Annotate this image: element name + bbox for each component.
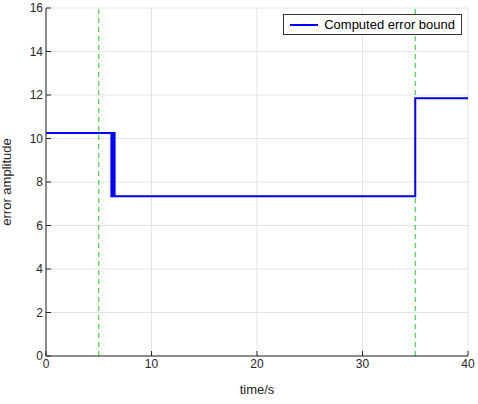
svg-text:30: 30 <box>356 357 370 371</box>
svg-text:10: 10 <box>30 132 44 146</box>
svg-text:14: 14 <box>30 45 44 59</box>
svg-text:6: 6 <box>36 219 43 233</box>
svg-text:16: 16 <box>30 1 44 15</box>
svg-text:error amplitude: error amplitude <box>8 138 14 225</box>
svg-text:0: 0 <box>43 357 50 371</box>
svg-text:2: 2 <box>36 306 43 320</box>
svg-text:0: 0 <box>36 349 43 363</box>
svg-text:time/s: time/s <box>240 382 275 397</box>
svg-text:12: 12 <box>30 88 44 102</box>
svg-text:8: 8 <box>36 175 43 189</box>
svg-text:20: 20 <box>250 357 264 371</box>
svg-text:40: 40 <box>461 357 470 371</box>
svg-text:10: 10 <box>145 357 159 371</box>
svg-text:4: 4 <box>36 262 43 276</box>
html-text:Computed error bound: Computed error bound <box>324 17 455 32</box>
